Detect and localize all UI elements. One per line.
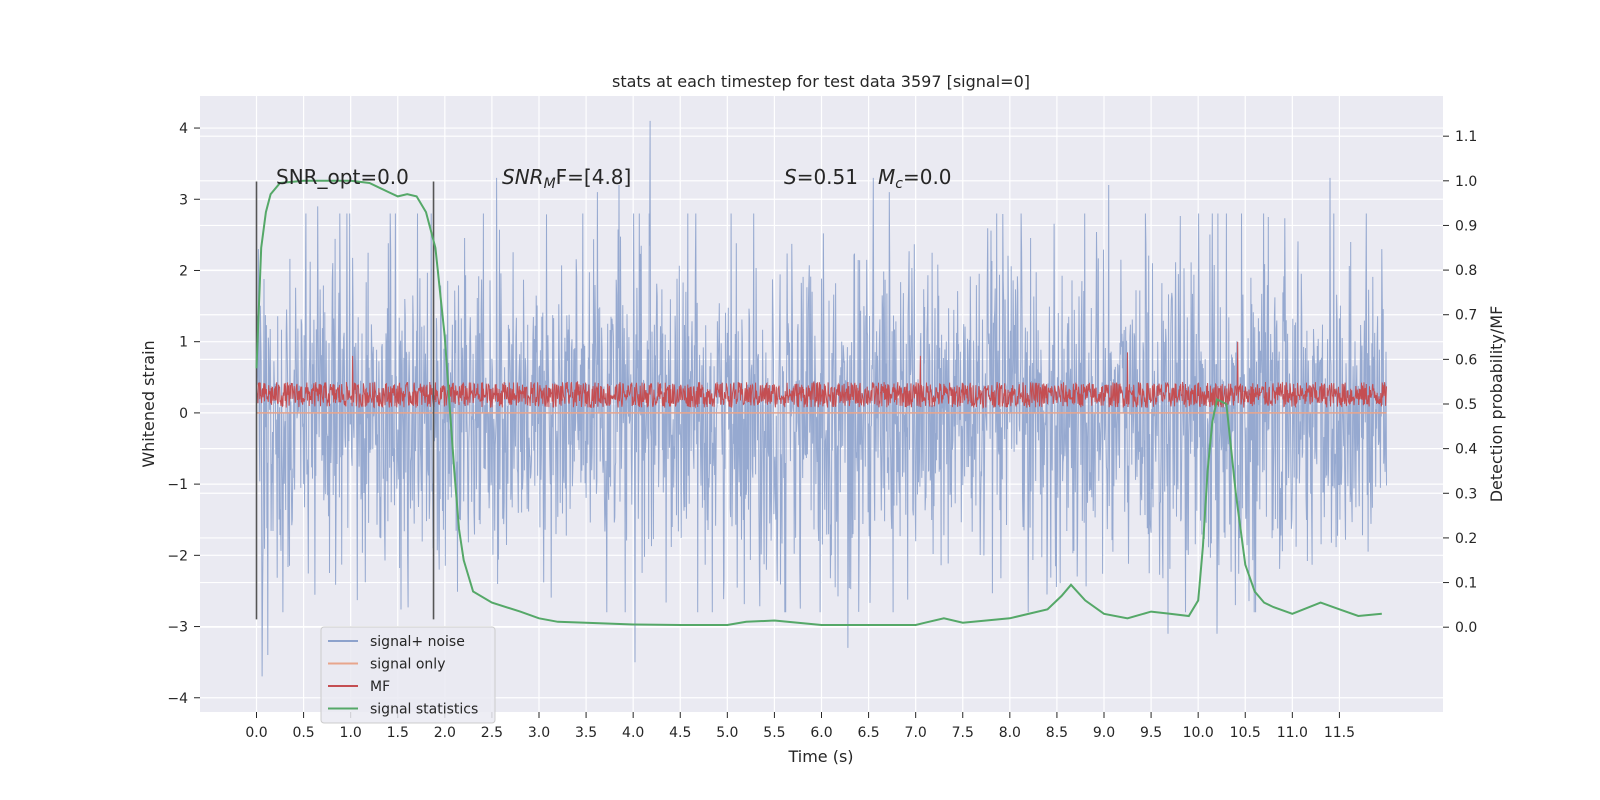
- y-right-tick-label: 0.1: [1455, 576, 1477, 592]
- x-tick-label: 8.5: [1046, 725, 1068, 741]
- y-right-tick-label: 0.3: [1455, 486, 1477, 502]
- y-right-tick-label: 0.4: [1455, 442, 1477, 458]
- x-tick-label: 3.5: [575, 725, 597, 741]
- x-tick-label: 9.5: [1140, 725, 1162, 741]
- y-axis-label-right: Detection probability/MF: [1487, 306, 1506, 503]
- x-tick-label: 1.0: [340, 725, 362, 741]
- x-tick-label: 3.0: [528, 725, 550, 741]
- y-right-tick-label: 0.5: [1455, 397, 1477, 413]
- x-tick-label: 4.0: [622, 725, 644, 741]
- x-tick-label: 4.5: [669, 725, 691, 741]
- y-left-tick-label: 0: [179, 406, 188, 422]
- annotation-s-tail: =0.51: [797, 165, 858, 189]
- y-left-tick-label: −1: [167, 477, 188, 493]
- x-tick-label: 6.0: [810, 725, 832, 741]
- y-right-tick-label: 0.9: [1455, 218, 1477, 234]
- x-tick-label: 11.0: [1277, 725, 1308, 741]
- annotation-mc: Mc=0.0: [878, 165, 952, 192]
- y-left-tick-label: −3: [167, 620, 188, 636]
- annotation-mc-main: M: [878, 165, 895, 189]
- x-tick-label: 2.0: [434, 725, 456, 741]
- x-tick-label: 5.5: [763, 725, 785, 741]
- y-right-tick-label: 0.7: [1455, 308, 1477, 324]
- x-tick-label: 8.0: [999, 725, 1021, 741]
- axes: 0.0 0.5 1.0 1.5 2.0 2.5 3.0 3.5 4.0 4.5 5.0 5.5 6.0 6…: [167, 121, 1477, 741]
- x-tick-label: 10.5: [1230, 725, 1261, 741]
- x-tick-label: 0.0: [245, 725, 267, 741]
- x-tick-label: 7.5: [952, 725, 974, 741]
- x-tick-label: 10.0: [1183, 725, 1214, 741]
- series-signal-statistics-line: [255, 179, 1382, 626]
- y-left-tick-label: 2: [179, 263, 188, 279]
- x-tick-label: 7.0: [905, 725, 927, 741]
- x-tick-label: 0.5: [292, 725, 314, 741]
- y-left-tick-label: −4: [167, 691, 188, 707]
- y-right-tick-label: 1.1: [1455, 129, 1477, 145]
- y-right-tick-label: 0.2: [1455, 531, 1477, 547]
- x-tick-label: 5.0: [716, 725, 738, 741]
- series-layer: [255, 120, 1387, 677]
- x-tick-label: 11.5: [1324, 725, 1355, 741]
- legend-label: signal+ noise: [370, 634, 465, 650]
- x-tick-label: 2.5: [481, 725, 503, 741]
- x-tick-label: 6.5: [857, 725, 879, 741]
- annotation-mc-sub: c: [895, 176, 903, 192]
- legend-label: signal statistics: [370, 702, 478, 718]
- y-right-tick-label: 0.8: [1455, 263, 1477, 279]
- y-axis-label-left: Whitened strain: [139, 340, 158, 467]
- legend-box: [320, 626, 496, 724]
- y-left-tick-label: 3: [179, 192, 188, 208]
- series-mf-line: [256, 341, 1387, 409]
- chart-title: stats at each timestep for test data 359…: [612, 72, 1030, 91]
- annotation-snr-mf-tail: F=[4.8]: [556, 165, 632, 189]
- annotation-mc-tail: =0.0: [903, 165, 952, 189]
- annotations: SNR_opt=0.0 SNRMF=[4.8] S=0.51 Mc=0.0: [276, 165, 952, 192]
- y-left-tick-label: 1: [179, 335, 188, 351]
- x-tick-label: 1.5: [387, 725, 409, 741]
- y-right-tick-label: 1.0: [1455, 174, 1477, 190]
- annotation-s: S=0.51: [784, 165, 858, 189]
- legend: signal+ noise signal only MF signal statist…: [320, 626, 496, 724]
- x-tick-label: 9.0: [1093, 725, 1115, 741]
- annotation-snr-mf-main: SNR: [502, 165, 544, 189]
- annotation-snr-mf-sub: M: [544, 176, 556, 192]
- y-left-tick-label: 4: [179, 121, 188, 137]
- legend-label: MF: [370, 679, 390, 695]
- annotation-snr-mf: SNRMF=[4.8]: [502, 165, 631, 192]
- y-right-tick-label: 0.0: [1455, 620, 1477, 636]
- annotation-s-main: S: [784, 165, 797, 189]
- y-right-tick-label: 0.6: [1455, 352, 1477, 368]
- x-axis-label: Time (s): [787, 747, 853, 766]
- annotation-snr-opt: SNR_opt=0.0: [276, 165, 409, 189]
- legend-label: signal only: [370, 657, 445, 673]
- y-left-tick-label: −2: [167, 548, 188, 564]
